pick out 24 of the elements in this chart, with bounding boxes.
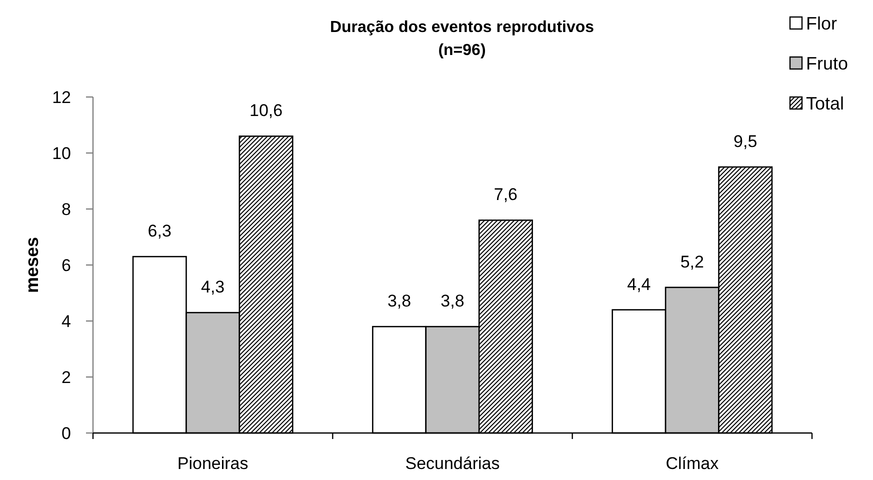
- data-label: 3,8: [440, 292, 464, 311]
- data-label: 7,6: [494, 185, 518, 204]
- data-label: 4,3: [201, 278, 225, 297]
- legend-label: Total: [806, 93, 844, 114]
- legend-label: Fruto: [806, 53, 848, 74]
- y-tick-label: 12: [52, 88, 71, 107]
- chart-title: Duração dos eventos reprodutivos (n=96): [330, 19, 594, 59]
- y-tick-label: 2: [62, 368, 71, 387]
- data-label: 10,6: [249, 101, 283, 120]
- y-tick-label: 4: [62, 312, 71, 331]
- y-tick-label: 8: [62, 200, 71, 219]
- y-tick-label: 0: [62, 424, 71, 443]
- y-tick-label: 6: [62, 256, 71, 275]
- data-label: 4,4: [627, 274, 651, 294]
- legend-label: Flor: [806, 13, 838, 34]
- data-label: 5,2: [680, 252, 704, 272]
- y-tick-label: 10: [52, 144, 71, 163]
- x-tick-label: Clímax: [666, 454, 720, 473]
- data-label: 9,5: [734, 132, 758, 151]
- x-tick-label: Secundárias: [405, 454, 500, 473]
- data-label: 6,3: [148, 222, 172, 241]
- x-tick-label: Pioneiras: [177, 454, 248, 473]
- data-label: 3,8: [387, 292, 412, 311]
- y-axis-title: meses: [22, 236, 42, 294]
